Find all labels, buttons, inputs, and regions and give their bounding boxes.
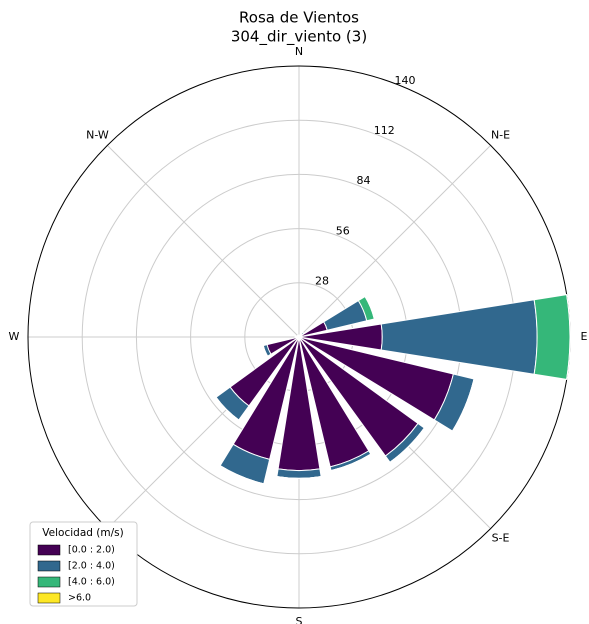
direction-label: N-E bbox=[491, 128, 510, 141]
bar-segment bbox=[323, 299, 368, 331]
legend: Velocidad (m/s) [0.0 : 2.0) [2.0 : 4.0) [4… bbox=[29, 521, 138, 607]
legend-label: >6.0 bbox=[68, 593, 91, 604]
chart-title: Rosa de Vientos bbox=[239, 9, 359, 27]
legend-swatch bbox=[37, 560, 61, 572]
legend-swatch bbox=[37, 576, 61, 588]
legend-swatch bbox=[37, 592, 61, 604]
direction-label: S-E bbox=[492, 532, 510, 545]
bar-segment bbox=[262, 345, 269, 357]
bar-segment bbox=[330, 453, 372, 472]
legend-title: Velocidad (m/s) bbox=[42, 527, 123, 539]
r-tick-label: 140 bbox=[395, 74, 416, 87]
legend-label: [0.0 : 2.0) bbox=[68, 545, 115, 556]
r-tick-label: 112 bbox=[374, 124, 395, 137]
bar-segment bbox=[215, 397, 239, 421]
legend-swatch bbox=[37, 544, 61, 556]
bar-segment bbox=[276, 476, 322, 479]
chart-subtitle: 304_dir_viento (3) bbox=[231, 28, 367, 47]
r-tick-label: 84 bbox=[357, 174, 371, 187]
bar-segment bbox=[389, 427, 425, 463]
direction-label: W bbox=[9, 330, 20, 343]
labels: 28 56 84 112 140 N N-E E S-E S W N-W bbox=[9, 45, 588, 624]
direction-label: N bbox=[295, 45, 303, 58]
bar-segment bbox=[276, 468, 322, 479]
spoke bbox=[107, 145, 300, 338]
bar-segment bbox=[533, 294, 571, 380]
direction-label: S bbox=[296, 615, 303, 624]
r-tick-label: 56 bbox=[336, 224, 350, 237]
r-tick-label: 28 bbox=[315, 274, 329, 287]
direction-label: N-W bbox=[86, 128, 109, 141]
direction-label: E bbox=[581, 330, 588, 343]
legend-label: [2.0 : 4.0) bbox=[68, 561, 115, 572]
legend-label: [4.0 : 6.0) bbox=[68, 577, 115, 588]
bars bbox=[215, 294, 571, 485]
spoke bbox=[298, 145, 491, 338]
